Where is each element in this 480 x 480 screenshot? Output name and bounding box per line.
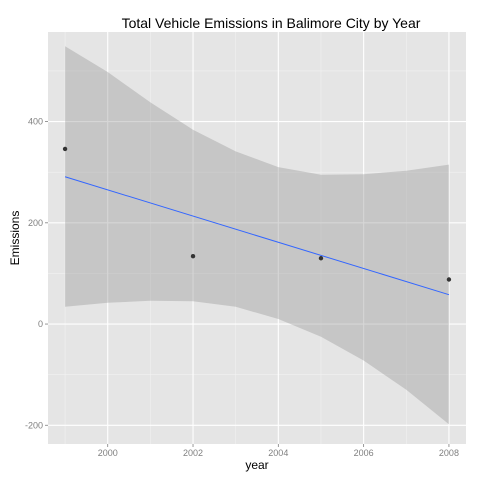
x-tick-label: 2002 xyxy=(183,448,203,458)
plot-panel xyxy=(48,32,466,444)
x-tick-label: 2008 xyxy=(439,448,459,458)
grid-minor xyxy=(48,32,466,444)
y-tick-label: -200 xyxy=(25,420,43,430)
x-tick-label: 2004 xyxy=(268,448,288,458)
x-tick-label: 2006 xyxy=(354,448,374,458)
data-point xyxy=(318,256,324,261)
trend-line xyxy=(64,176,450,296)
data-points xyxy=(62,146,452,282)
y-tick-label: 400 xyxy=(28,117,43,127)
x-axis-title: year xyxy=(245,458,268,472)
data-point xyxy=(446,277,452,282)
data-point xyxy=(190,254,196,259)
x-tick-label: 2000 xyxy=(98,448,118,458)
y-axis-ticks: -200 0 200 400 xyxy=(25,117,48,430)
chart-title: Total Vehicle Emissions in Balimore City… xyxy=(122,15,421,31)
data-point xyxy=(62,146,68,152)
grid-major xyxy=(48,32,466,444)
y-tick-label: 0 xyxy=(38,319,43,329)
y-axis-title: Emissions xyxy=(8,211,22,266)
y-tick-label: 200 xyxy=(28,218,43,228)
x-axis-ticks: 2000 2002 2004 2006 2008 xyxy=(98,444,459,458)
